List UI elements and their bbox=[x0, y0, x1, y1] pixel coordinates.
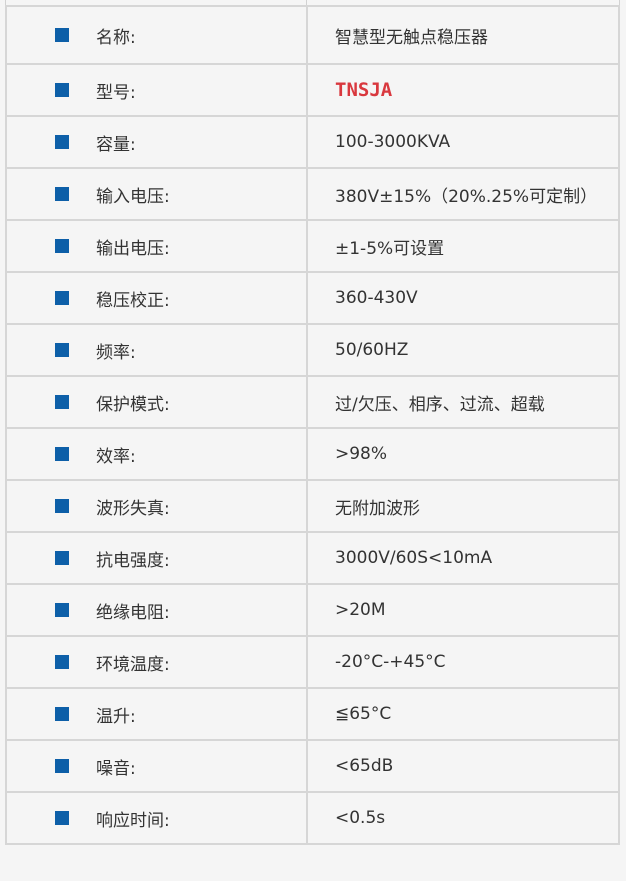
spec-value: 100-3000KVA bbox=[335, 132, 451, 152]
spec-label-cell: 响应时间: bbox=[5, 791, 308, 845]
spec-label-cell: 输入电压: bbox=[5, 167, 308, 221]
square-bullet-icon bbox=[55, 135, 69, 149]
table-row: 噪音: <65dB bbox=[5, 739, 620, 793]
spec-value: >20M bbox=[335, 600, 386, 620]
spec-value-cell: 50/60HZ bbox=[306, 323, 620, 377]
spec-label-cell: 抗电强度: bbox=[5, 531, 308, 585]
spec-value: 智慧型无触点稳压器 bbox=[335, 27, 488, 48]
table-row: 响应时间: <0.5s bbox=[5, 791, 620, 845]
spec-value-cell: ≦65°C bbox=[306, 687, 620, 741]
spec-value-cell: 360-430V bbox=[306, 271, 620, 325]
spec-label-cell: 效率: bbox=[5, 427, 308, 481]
square-bullet-icon bbox=[55, 811, 69, 825]
spec-label: 抗电强度: bbox=[96, 550, 170, 571]
spec-label-cell: 温升: bbox=[5, 687, 308, 741]
spec-label: 型号: bbox=[96, 82, 136, 103]
spec-value-cell: 过/欠压、相序、过流、超载 bbox=[306, 375, 620, 429]
spec-label-cell: 环境温度: bbox=[5, 635, 308, 689]
spec-value-cell: >20M bbox=[306, 583, 620, 637]
spec-label-cell: 波形失真: bbox=[5, 479, 308, 533]
square-bullet-icon bbox=[55, 655, 69, 669]
spec-label-cell: 稳压校正: bbox=[5, 271, 308, 325]
table-row: 波形失真: 无附加波形 bbox=[5, 479, 620, 533]
spec-value: 50/60HZ bbox=[335, 340, 409, 360]
square-bullet-icon bbox=[55, 395, 69, 409]
spec-value: 380V±15%（20%.25%可定制） bbox=[335, 186, 598, 207]
spec-value-cell: <65dB bbox=[306, 739, 620, 793]
square-bullet-icon bbox=[55, 759, 69, 773]
table-row: 保护模式: 过/欠压、相序、过流、超载 bbox=[5, 375, 620, 429]
table-row: 环境温度: -20°C-+45°C bbox=[5, 635, 620, 689]
spec-label-cell: 输出电压: bbox=[5, 219, 308, 273]
spec-value: 3000V/60S<10mA bbox=[335, 548, 493, 568]
spec-label: 容量: bbox=[96, 134, 136, 155]
spec-value: <0.5s bbox=[335, 808, 386, 828]
spec-value-cell: 380V±15%（20%.25%可定制） bbox=[306, 167, 620, 221]
spec-label: 波形失真: bbox=[96, 498, 170, 519]
spec-label: 输出电压: bbox=[96, 238, 170, 259]
spec-value-cell: 智慧型无触点稳压器 bbox=[306, 5, 620, 65]
square-bullet-icon bbox=[55, 28, 69, 42]
spec-value: ≦65°C bbox=[335, 704, 392, 724]
table-row: 容量: 100-3000KVA bbox=[5, 115, 620, 169]
spec-label: 温升: bbox=[96, 706, 136, 727]
spec-label-cell: 频率: bbox=[5, 323, 308, 377]
square-bullet-icon bbox=[55, 499, 69, 513]
table-row: 效率: >98% bbox=[5, 427, 620, 481]
spec-label: 响应时间: bbox=[96, 810, 170, 831]
table-row: 名称: 智慧型无触点稳压器 bbox=[5, 5, 620, 65]
spec-value: -20°C-+45°C bbox=[335, 652, 446, 672]
square-bullet-icon bbox=[55, 343, 69, 357]
spec-label: 输入电压: bbox=[96, 186, 170, 207]
spec-label-cell: 容量: bbox=[5, 115, 308, 169]
square-bullet-icon bbox=[55, 291, 69, 305]
spec-label: 效率: bbox=[96, 446, 136, 467]
spec-value-cell: 100-3000KVA bbox=[306, 115, 620, 169]
table-row: 抗电强度: 3000V/60S<10mA bbox=[5, 531, 620, 585]
spec-label: 绝缘电阻: bbox=[96, 602, 170, 623]
spec-label-cell: 型号: bbox=[5, 63, 308, 117]
table-row: 频率: 50/60HZ bbox=[5, 323, 620, 377]
table-row: 绝缘电阻: >20M bbox=[5, 583, 620, 637]
spec-value-cell: TNSJA bbox=[306, 63, 620, 117]
spec-label: 频率: bbox=[96, 342, 136, 363]
square-bullet-icon bbox=[55, 447, 69, 461]
spec-label: 名称: bbox=[96, 27, 136, 48]
spec-value: <65dB bbox=[335, 756, 394, 776]
square-bullet-icon bbox=[55, 603, 69, 617]
spec-label: 稳压校正: bbox=[96, 290, 170, 311]
table-row: 温升: ≦65°C bbox=[5, 687, 620, 741]
spec-value-cell: 3000V/60S<10mA bbox=[306, 531, 620, 585]
square-bullet-icon bbox=[55, 239, 69, 253]
spec-label-cell: 名称: bbox=[5, 5, 308, 65]
spec-value: ±1-5%可设置 bbox=[335, 238, 445, 259]
spec-value-cell: >98% bbox=[306, 427, 620, 481]
table-top-edge bbox=[5, 0, 620, 5]
spec-label-cell: 绝缘电阻: bbox=[5, 583, 308, 637]
spec-value: 360-430V bbox=[335, 288, 418, 308]
spec-value-cell: ±1-5%可设置 bbox=[306, 219, 620, 273]
table-row: 型号: TNSJA bbox=[5, 63, 620, 117]
spec-label-cell: 保护模式: bbox=[5, 375, 308, 429]
square-bullet-icon bbox=[55, 551, 69, 565]
table-row: 输出电压: ±1-5%可设置 bbox=[5, 219, 620, 273]
table-row: 输入电压: 380V±15%（20%.25%可定制） bbox=[5, 167, 620, 221]
spec-value-cell: 无附加波形 bbox=[306, 479, 620, 533]
spec-label: 保护模式: bbox=[96, 394, 170, 415]
spec-value-cell: -20°C-+45°C bbox=[306, 635, 620, 689]
spec-value: 过/欠压、相序、过流、超载 bbox=[335, 394, 545, 415]
spec-label-cell: 噪音: bbox=[5, 739, 308, 793]
table-row: 稳压校正: 360-430V bbox=[5, 271, 620, 325]
spec-value: 无附加波形 bbox=[335, 498, 420, 519]
spec-value: >98% bbox=[335, 444, 388, 464]
square-bullet-icon bbox=[55, 83, 69, 97]
spec-label: 环境温度: bbox=[96, 654, 170, 675]
square-bullet-icon bbox=[55, 187, 69, 201]
spec-table: 名称: 智慧型无触点稳压器型号: TNSJA 容量: 100-3000KVA 输入电压: 3… bbox=[5, 5, 620, 845]
spec-label: 噪音: bbox=[96, 758, 136, 779]
spec-value-cell: <0.5s bbox=[306, 791, 620, 845]
square-bullet-icon bbox=[55, 707, 69, 721]
spec-value: TNSJA bbox=[335, 79, 393, 101]
